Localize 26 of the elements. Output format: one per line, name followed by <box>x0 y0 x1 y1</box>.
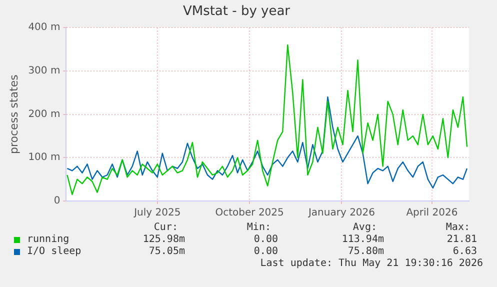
text: 75.05m <box>148 246 185 258</box>
y-tick-label: 100 m <box>28 152 60 164</box>
text: 21.81 <box>446 234 477 246</box>
text: 6.63 <box>452 246 477 258</box>
x-tick-label: April 2026 <box>406 208 458 219</box>
text: 125.98m <box>142 234 185 246</box>
y-tick-label: 400 m <box>28 22 60 34</box>
y-tick-label: 0 <box>54 196 60 207</box>
y-axis-title: process states <box>7 74 20 154</box>
x-tick-label: July 2025 <box>133 208 181 219</box>
text: 0.00 <box>254 246 278 258</box>
text: 75.80m <box>348 246 384 258</box>
chart-title: VMstat - by year <box>182 4 291 20</box>
legend-label: I/O sleep <box>27 246 82 258</box>
text: Min: <box>246 222 271 234</box>
text: Avg: <box>352 222 377 234</box>
text: 113.94m <box>342 234 384 246</box>
y-tick-label: 300 m <box>28 66 60 77</box>
y-tick-label: 200 m <box>28 108 60 120</box>
text: Last update: Thu May 21 19:30:16 2026 <box>260 258 483 270</box>
text: 0.00 <box>254 234 278 246</box>
x-tick-label: January 2026 <box>307 208 376 219</box>
x-tick-label: October 2025 <box>215 208 284 219</box>
text: Cur: <box>154 222 178 234</box>
text: Max: <box>446 222 470 234</box>
legend-label: running <box>27 234 70 246</box>
